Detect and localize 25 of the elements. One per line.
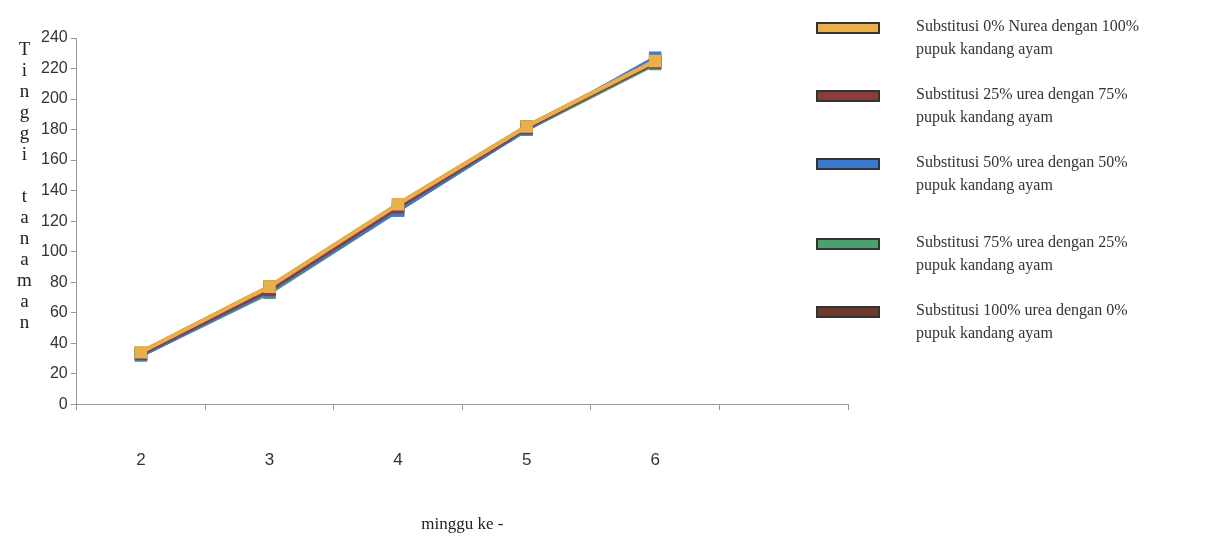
legend-label: Substitusi 25% urea dengan 75% pupuk kandang ayam (916, 84, 1129, 128)
x-tick-label: 3 (264, 450, 275, 470)
y-tick-label: 240 (40, 28, 68, 46)
x-tick-label: 4 (393, 450, 403, 470)
legend-label: Substitusi 75% urea dengan 25% pupuk kandang ayam (916, 232, 1129, 276)
y-tick-label: 20 (49, 364, 68, 382)
y-axis-title: Tinggi tanaman (14, 38, 35, 332)
y-tick-label: 80 (49, 272, 68, 290)
y-tick-label: 220 (40, 58, 68, 76)
y-tick-label: 180 (40, 119, 68, 137)
x-tick-label: 6 (650, 450, 660, 470)
y-tick-label: 100 (40, 242, 68, 260)
y-tick-label: 40 (49, 333, 68, 351)
x-axis-title: minggu ke - (421, 514, 504, 534)
y-tick-label: 60 (49, 303, 68, 321)
y-tick-label: 140 (40, 180, 68, 198)
legend-label: Substitusi 0% Nurea dengan 100% pupuk kandang ayam (916, 16, 1141, 60)
legend-label: Substitusi 50% urea dengan 50% pupuk kandang ayam (916, 152, 1129, 196)
y-tick-label: 160 (40, 150, 68, 168)
x-tick-label: 5 (521, 450, 532, 470)
y-tick-label: 200 (40, 89, 68, 107)
y-tick-label: 0 (58, 394, 68, 412)
legend-label: Substitusi 100% urea dengan 0% pupuk kandang ayam (916, 300, 1129, 344)
y-tick-label: 120 (40, 211, 68, 229)
x-tick-label: 2 (136, 450, 146, 470)
